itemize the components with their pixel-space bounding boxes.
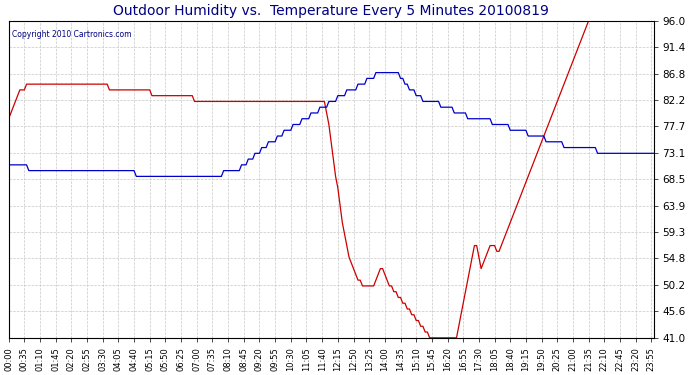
Text: Copyright 2010 Cartronics.com: Copyright 2010 Cartronics.com (12, 30, 131, 39)
Title: Outdoor Humidity vs.  Temperature Every 5 Minutes 20100819: Outdoor Humidity vs. Temperature Every 5… (113, 4, 549, 18)
